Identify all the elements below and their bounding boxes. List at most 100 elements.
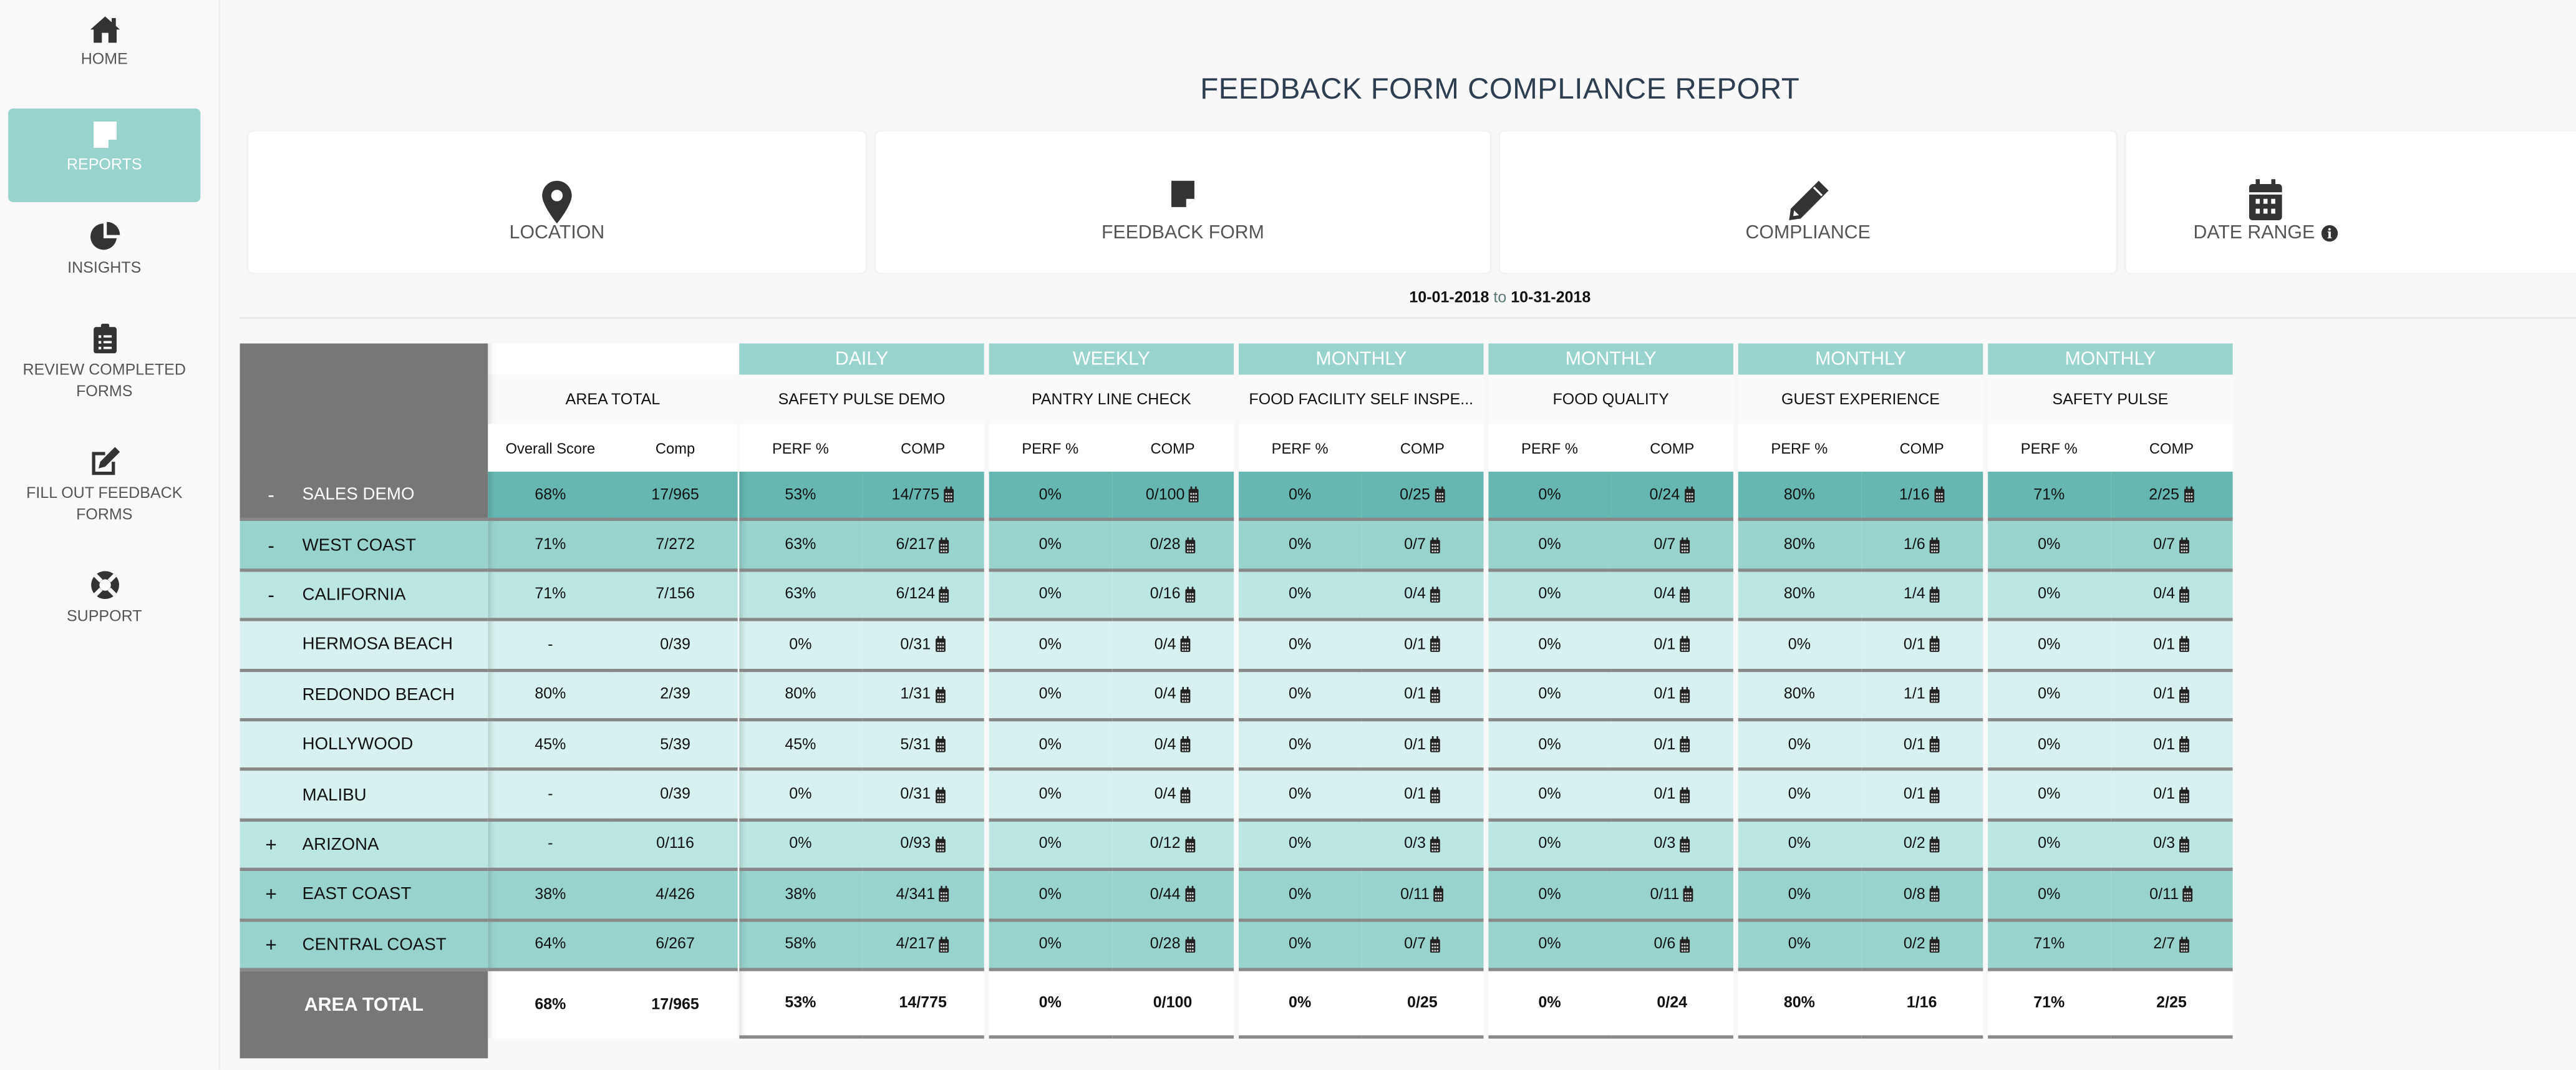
calendar-icon[interactable] — [1679, 836, 1690, 853]
collapse-toggle[interactable]: - — [268, 533, 274, 557]
collapse-toggle[interactable]: - — [268, 583, 274, 606]
comp-value[interactable]: 6/217 — [861, 522, 984, 572]
comp-value[interactable]: 0/28 — [1111, 522, 1234, 572]
calendar-icon[interactable] — [1184, 537, 1195, 553]
filter-feedback-form[interactable]: FEEDBACK FORM — [875, 131, 1491, 273]
calendar-icon[interactable] — [1429, 786, 1440, 803]
sidebar-item-fill[interactable]: FILL OUT FEEDBACK FORMS — [8, 445, 200, 528]
calendar-icon[interactable] — [1933, 487, 1944, 503]
comp-value[interactable]: 0/28 — [1111, 921, 1234, 971]
comp-value[interactable]: 5/31 — [861, 721, 984, 772]
calendar-icon[interactable] — [1429, 686, 1440, 703]
comp-value[interactable]: 0/3 — [1610, 821, 1733, 872]
calendar-icon[interactable] — [1679, 736, 1690, 753]
comp-value[interactable]: 0/4 — [1361, 571, 1484, 622]
calendar-icon[interactable] — [1429, 936, 1440, 953]
calendar-icon[interactable] — [934, 786, 945, 803]
location-name[interactable]: REDONDO BEACH — [302, 684, 455, 705]
calendar-icon[interactable] — [1679, 586, 1690, 603]
row-label-arizona[interactable]: + ARIZONA — [240, 821, 488, 872]
location-name[interactable]: HERMOSA BEACH — [302, 635, 453, 655]
calendar-icon[interactable] — [2178, 736, 2189, 753]
calendar-icon[interactable] — [1679, 686, 1690, 703]
info-icon[interactable]: i — [2321, 225, 2338, 242]
calendar-icon[interactable] — [2182, 487, 2194, 503]
calendar-icon[interactable] — [1929, 936, 1940, 953]
location-name[interactable]: MALIBU — [302, 784, 367, 805]
comp-value[interactable]: 0/2 — [1861, 921, 1983, 971]
calendar-icon[interactable] — [1683, 886, 1694, 903]
calendar-icon[interactable] — [938, 886, 949, 903]
calendar-icon[interactable] — [1433, 886, 1444, 903]
calendar-icon[interactable] — [1929, 686, 1940, 703]
sidebar-item-review[interactable]: REVIEW COMPLETED FORMS — [8, 322, 200, 404]
comp-value[interactable]: 0/11 — [1361, 871, 1484, 922]
comp-value[interactable]: 4/341 — [861, 871, 984, 922]
comp-value[interactable]: 0/1 — [2110, 771, 2233, 822]
calendar-icon[interactable] — [1679, 537, 1690, 553]
comp-value[interactable]: 0/31 — [861, 771, 984, 822]
comp-value[interactable]: 0/100 — [1111, 471, 1234, 522]
location-name[interactable]: EAST COAST — [302, 885, 412, 905]
comp-value[interactable]: 0/6 — [1610, 921, 1733, 971]
comp-value[interactable]: 0/1 — [1610, 721, 1733, 772]
location-name[interactable]: SALES DEMO — [302, 485, 415, 505]
comp-value[interactable]: 0/7 — [1610, 522, 1733, 572]
expand-toggle[interactable]: + — [265, 883, 277, 907]
calendar-icon[interactable] — [1679, 636, 1690, 653]
expand-toggle[interactable]: + — [265, 833, 277, 857]
calendar-icon[interactable] — [1179, 786, 1191, 803]
calendar-icon[interactable] — [1929, 836, 1940, 853]
comp-value[interactable]: 0/7 — [1361, 522, 1484, 572]
comp-value[interactable]: 0/1 — [1361, 771, 1484, 822]
row-label-hermosa-beach[interactable]: HERMOSA BEACH — [240, 621, 488, 672]
calendar-icon[interactable] — [1929, 886, 1940, 903]
calendar-icon[interactable] — [2178, 537, 2189, 553]
comp-value[interactable]: 0/4 — [1111, 671, 1234, 722]
comp-value[interactable]: 0/31 — [861, 621, 984, 672]
calendar-icon[interactable] — [938, 936, 949, 953]
calendar-icon[interactable] — [1184, 836, 1195, 853]
calendar-icon[interactable] — [2178, 786, 2189, 803]
calendar-icon[interactable] — [938, 586, 949, 603]
calendar-icon[interactable] — [1429, 537, 1440, 553]
calendar-icon[interactable] — [1679, 936, 1690, 953]
calendar-icon[interactable] — [1679, 786, 1690, 803]
calendar-icon[interactable] — [2178, 636, 2189, 653]
row-label-sales-demo[interactable]: - SALES DEMO — [240, 471, 488, 522]
comp-value[interactable]: 0/7 — [2110, 522, 2233, 572]
comp-value[interactable]: 0/1 — [1861, 621, 1983, 672]
comp-value[interactable]: 0/1 — [1861, 771, 1983, 822]
comp-value[interactable]: 0/4 — [1111, 721, 1234, 772]
calendar-icon[interactable] — [1433, 487, 1445, 503]
collapse-toggle[interactable]: - — [268, 483, 274, 507]
comp-value[interactable]: 0/24 — [1610, 471, 1733, 522]
form-name-header[interactable]: FOOD FACILITY SELF INSPE... — [1239, 374, 1484, 424]
calendar-icon[interactable] — [1929, 537, 1940, 553]
comp-value[interactable]: 0/1 — [1361, 621, 1484, 672]
calendar-icon[interactable] — [1429, 836, 1440, 853]
calendar-icon[interactable] — [1929, 786, 1940, 803]
row-label-west-coast[interactable]: - WEST COAST — [240, 522, 488, 572]
location-name[interactable]: HOLLYWOOD — [302, 734, 414, 755]
calendar-icon[interactable] — [1184, 886, 1195, 903]
sidebar-item-home[interactable]: HOME — [8, 15, 200, 74]
sidebar-item-insights[interactable]: INSIGHTS — [8, 220, 200, 280]
comp-value[interactable]: 14/775 — [861, 471, 984, 522]
calendar-icon[interactable] — [2178, 686, 2189, 703]
calendar-icon[interactable] — [1429, 636, 1440, 653]
comp-value[interactable]: 0/1 — [1610, 671, 1733, 722]
form-name-header[interactable]: SAFETY PULSE — [1988, 374, 2233, 424]
calendar-icon[interactable] — [1929, 636, 1940, 653]
row-label-central-coast[interactable]: + CENTRAL COAST — [240, 921, 488, 971]
comp-value[interactable]: 1/4 — [1861, 571, 1983, 622]
comp-value[interactable]: 0/1 — [1361, 671, 1484, 722]
row-label-california[interactable]: - CALIFORNIA — [240, 571, 488, 622]
calendar-icon[interactable] — [1184, 586, 1195, 603]
location-name[interactable]: CALIFORNIA — [302, 585, 406, 605]
comp-value[interactable]: 0/2 — [1861, 821, 1983, 872]
calendar-icon[interactable] — [1683, 487, 1695, 503]
comp-value[interactable]: 0/93 — [861, 821, 984, 872]
comp-value[interactable]: 0/11 — [2110, 871, 2233, 922]
form-name-header[interactable]: PANTRY LINE CHECK — [989, 374, 1234, 424]
